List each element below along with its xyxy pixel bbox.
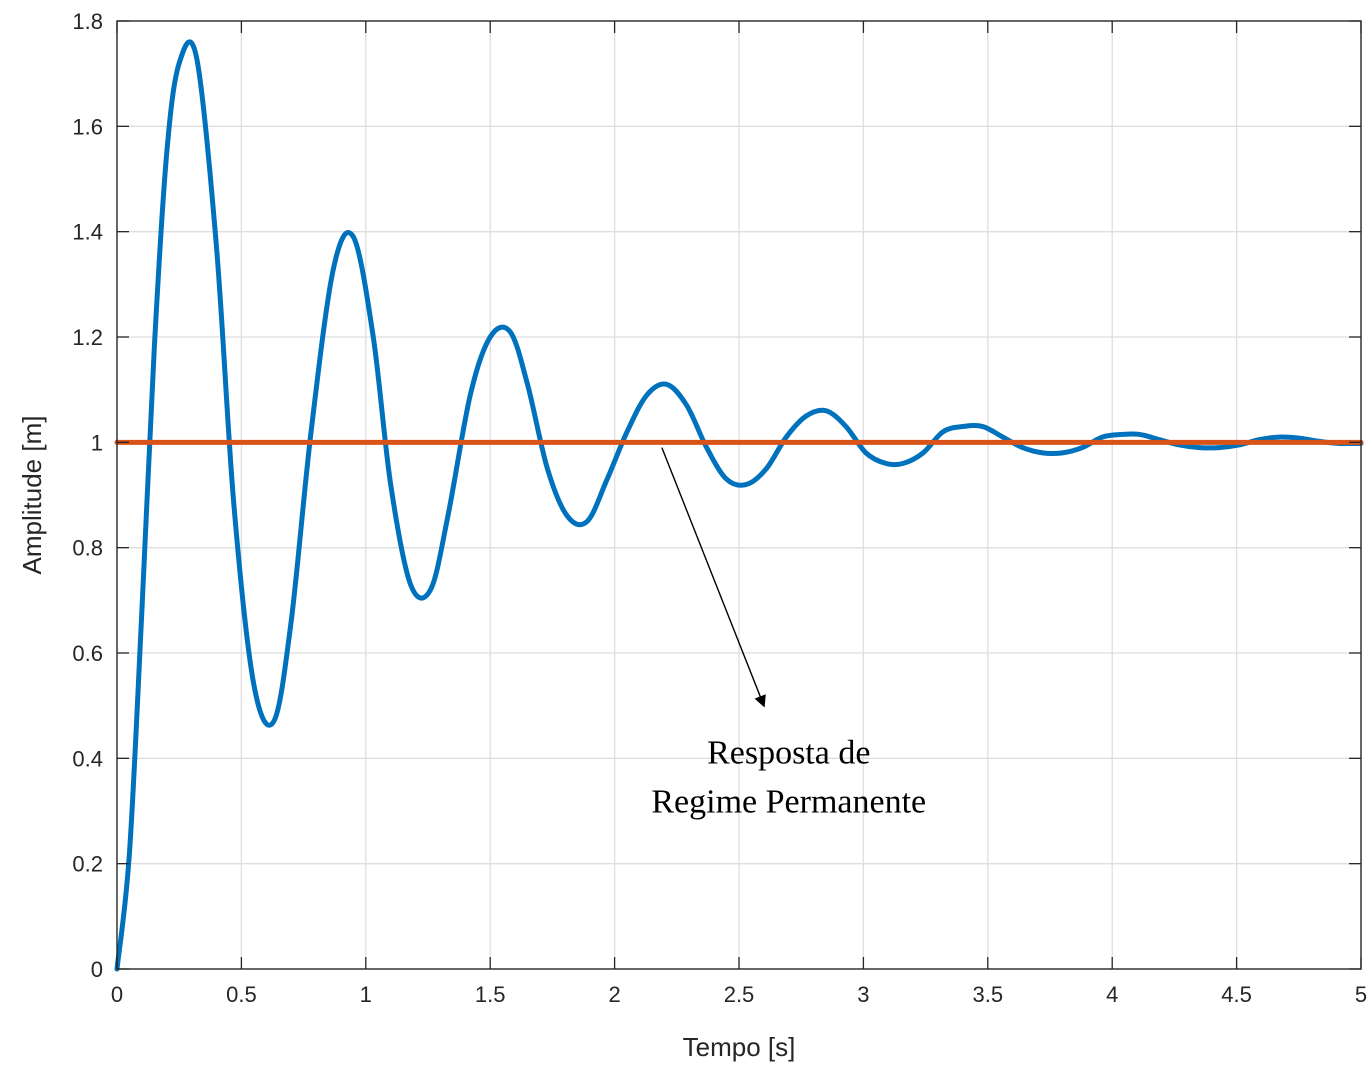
x-axis-label: Tempo [s] bbox=[683, 1032, 796, 1062]
y-tick-label: 0.4 bbox=[72, 746, 103, 771]
x-tick-label: 3 bbox=[857, 982, 869, 1007]
x-tick-label: 4 bbox=[1106, 982, 1118, 1007]
x-tick-label: 2.5 bbox=[724, 982, 755, 1007]
response-series-line bbox=[114, 39, 1364, 972]
y-tick-label: 1.2 bbox=[72, 325, 103, 350]
annotation-arrow bbox=[661, 447, 766, 708]
annotation-text-line-2: Regime Permanente bbox=[651, 784, 926, 821]
x-tick-label: 5 bbox=[1355, 982, 1367, 1007]
x-tick-label: 3.5 bbox=[973, 982, 1004, 1007]
x-tick-label: 1 bbox=[360, 982, 372, 1007]
annotation-text-line-1: Resposta de bbox=[707, 735, 870, 772]
x-tick-label: 0.5 bbox=[226, 982, 257, 1007]
y-tick-label: 0.2 bbox=[72, 852, 103, 877]
y-tick-label: 1.8 bbox=[72, 9, 103, 34]
series-layer bbox=[114, 39, 1364, 972]
x-tick-label: 0 bbox=[111, 982, 123, 1007]
y-tick-label: 0 bbox=[91, 957, 103, 982]
y-tick-label: 1.4 bbox=[72, 220, 103, 245]
y-axis-label: Amplitude [m] bbox=[17, 416, 47, 575]
annotation: Resposta de Regime Permanente bbox=[651, 447, 926, 821]
ticks: 0 0.5 1 1.5 2 2.5 3 3.5 4 4.5 5 0 0.2 0.4 0.6 0.8 1 1.2 1.… bbox=[72, 9, 1367, 1007]
y-tick-label: 1 bbox=[91, 430, 103, 455]
x-tick-label: 1.5 bbox=[475, 982, 506, 1007]
y-tick-label: 0.8 bbox=[72, 536, 103, 561]
x-tick-label: 2 bbox=[608, 982, 620, 1007]
y-tick-label: 0.6 bbox=[72, 641, 103, 666]
x-tick-label: 4.5 bbox=[1221, 982, 1252, 1007]
y-tick-label: 1.6 bbox=[72, 114, 103, 139]
